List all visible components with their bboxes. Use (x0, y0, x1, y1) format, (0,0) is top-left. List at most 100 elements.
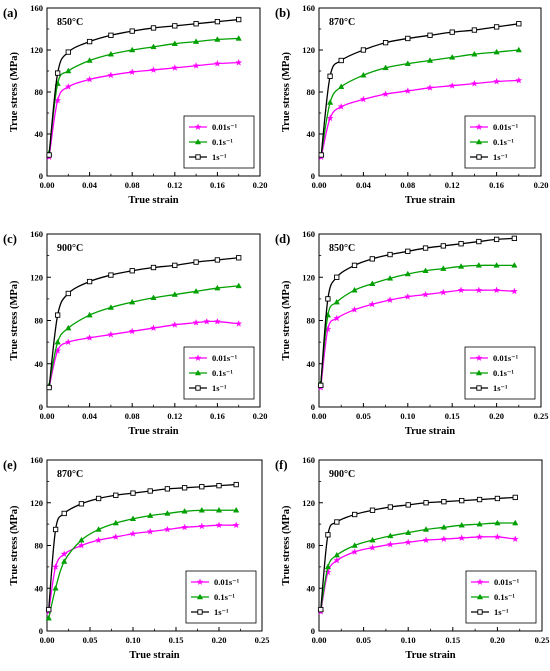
data-point (52, 584, 59, 591)
legend-marker (475, 123, 483, 130)
series-0 (45, 317, 243, 391)
legend-entry: 1s⁻¹ (470, 152, 508, 162)
data-point (511, 235, 518, 241)
x-tick-label: 0.10 (126, 635, 141, 645)
legend: 0.01s⁻¹ 0.1s⁻¹ 1s⁻¹ (183, 115, 255, 169)
legend-marker (196, 578, 204, 585)
panel-label: (d) (275, 232, 290, 246)
data-point (171, 291, 178, 297)
y-tick-label: 0 (39, 171, 43, 181)
x-tick-label: 0.00 (312, 635, 327, 645)
data-point (129, 298, 136, 305)
data-point (352, 511, 358, 518)
data-point (471, 27, 478, 33)
x-tick-label: 0.20 (490, 635, 505, 645)
series-1 (45, 506, 240, 621)
legend: 0.01s⁻¹ 0.1s⁻¹ 1s⁻¹ (185, 570, 257, 624)
data-point (108, 272, 114, 278)
legend: 0.01s⁻¹ 0.1s⁻¹ 1s⁻¹ (464, 115, 536, 169)
panel-label: (a) (3, 6, 18, 20)
data-point (171, 321, 179, 328)
data-point (147, 512, 154, 518)
data-point (164, 486, 171, 492)
legend-marker (195, 154, 201, 160)
legend-label: 1s⁻¹ (494, 607, 509, 617)
x-tick-label: 0.25 (535, 635, 550, 645)
data-point (164, 510, 171, 516)
x-tick-label: 0.20 (253, 411, 268, 421)
x-tick-label: 0.08 (125, 180, 140, 190)
data-point (404, 538, 412, 546)
series-0 (317, 286, 518, 391)
data-point (113, 492, 119, 498)
data-point (369, 536, 376, 543)
legend-marker (194, 369, 202, 376)
data-point (95, 526, 102, 532)
data-point (448, 82, 456, 89)
x-tick-label: 0.25 (534, 411, 549, 421)
data-point (338, 57, 344, 64)
data-point (150, 324, 157, 332)
x-tick-label: 0.20 (212, 635, 227, 645)
y-tick-label: 80 (35, 316, 44, 326)
data-point (214, 19, 221, 25)
data-point (193, 21, 199, 27)
data-point (61, 510, 67, 517)
y-tick-label: 0 (39, 402, 43, 412)
legend-label: 1s⁻¹ (212, 152, 227, 162)
legend-entry: 1s⁻¹ (189, 152, 227, 162)
data-point (150, 25, 157, 31)
y-axis-title: True stress (MPa) (281, 280, 292, 361)
data-point (107, 330, 115, 338)
x-tick-label: 0.04 (82, 180, 98, 190)
data-point (215, 506, 223, 513)
data-point (360, 71, 367, 78)
x-axis-title: True strain (128, 195, 178, 206)
y-tick-label: 120 (30, 45, 43, 55)
data-point (129, 28, 135, 34)
data-point (405, 502, 411, 508)
legend-marker (195, 385, 201, 391)
data-point (86, 57, 93, 63)
y-tick-label: 40 (35, 129, 44, 139)
legend-entry: 0.1s⁻¹ (470, 137, 514, 147)
x-tick-label: 0.12 (167, 180, 182, 190)
x-tick-label: 0.04 (82, 411, 98, 421)
data-point (213, 59, 221, 67)
data-point (440, 524, 448, 530)
data-point (440, 535, 448, 543)
data-point (65, 67, 72, 74)
data-point (107, 50, 115, 57)
temperature-label: 850°C (57, 17, 83, 28)
data-point (150, 264, 157, 271)
x-tick-label: 0.05 (356, 635, 371, 645)
series-2 (46, 255, 242, 391)
legend-marker (475, 138, 483, 145)
x-tick-label: 0.15 (169, 635, 184, 645)
data-point (77, 541, 85, 549)
x-tick-label: 0.16 (489, 180, 504, 190)
data-point (404, 87, 412, 94)
x-axis-title: True strain (405, 650, 455, 661)
data-point (64, 338, 72, 346)
series-2 (318, 235, 518, 389)
y-tick-label: 80 (307, 87, 316, 97)
y-tick-label: 120 (302, 498, 315, 508)
data-point (440, 265, 447, 271)
y-tick-label: 40 (307, 583, 316, 593)
legend-marker (476, 593, 484, 600)
data-point (386, 275, 394, 281)
data-point (476, 533, 484, 540)
x-tick-label: 0.00 (312, 180, 327, 190)
data-point (107, 304, 115, 310)
data-point (147, 488, 153, 494)
data-point (405, 529, 412, 535)
data-point (318, 606, 324, 613)
data-point (324, 568, 332, 576)
data-point (46, 384, 52, 391)
panel-b: 0.00 0.04 0.08 0.12 0.16 0.20 0 40 80 120 160 True … (275, 3, 548, 206)
data-point (235, 320, 243, 327)
data-point (422, 526, 430, 532)
x-tick-label: 0.05 (356, 411, 371, 421)
